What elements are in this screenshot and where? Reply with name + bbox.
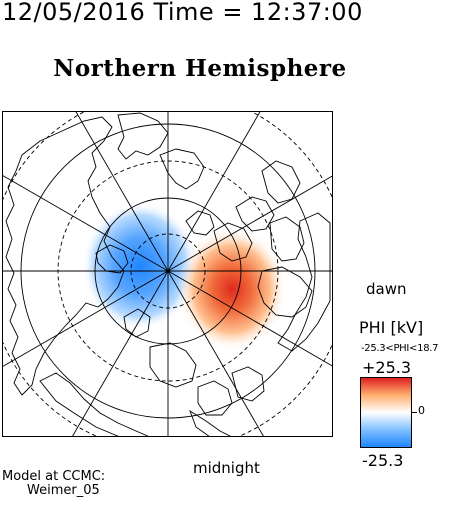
map-frame <box>2 111 333 437</box>
legend-zero-tick <box>412 412 417 413</box>
credit-line-2: Weimer_05 <box>27 483 100 498</box>
legend-max-label: +25.3 <box>362 358 412 377</box>
polar-map <box>2 111 333 437</box>
credit-line-1: Model at CCMC: <box>2 469 106 484</box>
midnight-label: midnight <box>193 459 260 477</box>
legend-title: PHI [kV] <box>359 318 424 337</box>
legend-range: -25.3<PHI<18.7 <box>361 343 439 354</box>
header-timestamp: 12/05/2016 Time = 12:37:00 <box>2 0 363 26</box>
coastlines <box>5 112 331 437</box>
map-title: Northern Hemisphere <box>53 55 347 82</box>
positive-potential-cell <box>177 227 287 351</box>
legend-colorbar <box>360 377 412 448</box>
dawn-label: dawn <box>366 280 407 298</box>
meridian-lines <box>2 111 333 437</box>
legend-zero-label: 0 <box>418 404 425 417</box>
legend-min-label: -25.3 <box>362 451 404 470</box>
